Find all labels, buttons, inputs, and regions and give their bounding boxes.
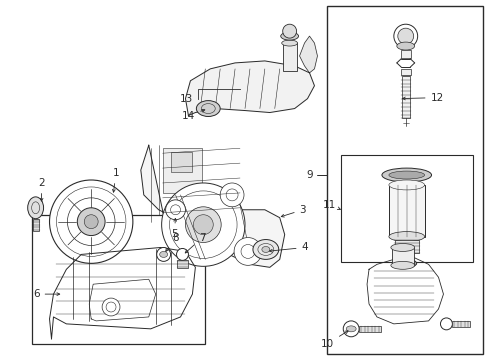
Bar: [341, 155, 473, 262]
Bar: [327, 6, 483, 354]
Circle shape: [185, 207, 221, 243]
Text: 14: 14: [182, 109, 205, 121]
Circle shape: [283, 24, 296, 38]
Bar: [389, 185, 425, 237]
Circle shape: [102, 298, 120, 316]
Ellipse shape: [262, 247, 270, 252]
Circle shape: [343, 321, 359, 337]
Polygon shape: [49, 247, 196, 339]
Polygon shape: [299, 36, 318, 73]
Ellipse shape: [253, 239, 279, 260]
Text: 5: 5: [171, 219, 178, 239]
Polygon shape: [141, 145, 285, 267]
Text: 2: 2: [38, 178, 45, 201]
Circle shape: [220, 183, 244, 207]
Ellipse shape: [391, 261, 415, 269]
Ellipse shape: [282, 40, 297, 46]
Circle shape: [176, 248, 189, 260]
Bar: [32, 215, 205, 344]
Polygon shape: [367, 257, 443, 324]
Ellipse shape: [382, 168, 432, 182]
Circle shape: [166, 200, 185, 220]
Ellipse shape: [397, 260, 416, 267]
Circle shape: [234, 238, 262, 265]
Bar: [401, 50, 411, 58]
Bar: [401, 69, 411, 75]
Text: 4: 4: [270, 243, 308, 252]
Ellipse shape: [397, 42, 415, 50]
Text: 1: 1: [113, 168, 120, 192]
Text: 12: 12: [402, 93, 444, 103]
Circle shape: [441, 318, 452, 330]
Ellipse shape: [196, 100, 220, 117]
Circle shape: [157, 247, 171, 261]
Text: 13: 13: [180, 94, 194, 104]
Circle shape: [194, 215, 213, 235]
Ellipse shape: [389, 231, 425, 242]
Text: 9: 9: [307, 170, 314, 180]
Ellipse shape: [160, 251, 168, 257]
Ellipse shape: [28, 197, 44, 219]
Bar: [283, 43, 296, 71]
Bar: [452, 321, 470, 327]
Text: 11: 11: [323, 200, 341, 210]
Bar: [176, 260, 189, 268]
Text: 3: 3: [281, 205, 306, 217]
Ellipse shape: [281, 32, 298, 40]
Circle shape: [162, 183, 245, 266]
Bar: [171, 152, 193, 172]
Ellipse shape: [391, 243, 415, 251]
Circle shape: [394, 24, 417, 48]
Polygon shape: [185, 61, 315, 116]
Ellipse shape: [346, 326, 356, 332]
Text: 7: 7: [185, 233, 206, 253]
Text: 10: 10: [321, 331, 348, 349]
Text: 6: 6: [33, 289, 60, 299]
Circle shape: [49, 180, 133, 264]
Bar: [163, 148, 202, 193]
Bar: [402, 76, 410, 118]
Bar: [359, 326, 381, 332]
Circle shape: [84, 215, 98, 229]
Bar: [33, 219, 39, 231]
Text: 8: 8: [166, 233, 179, 251]
Ellipse shape: [389, 180, 425, 190]
Bar: [392, 247, 414, 265]
Circle shape: [77, 208, 105, 235]
Ellipse shape: [389, 171, 425, 179]
Polygon shape: [89, 279, 156, 321]
Bar: [395, 239, 418, 253]
Circle shape: [398, 28, 414, 44]
